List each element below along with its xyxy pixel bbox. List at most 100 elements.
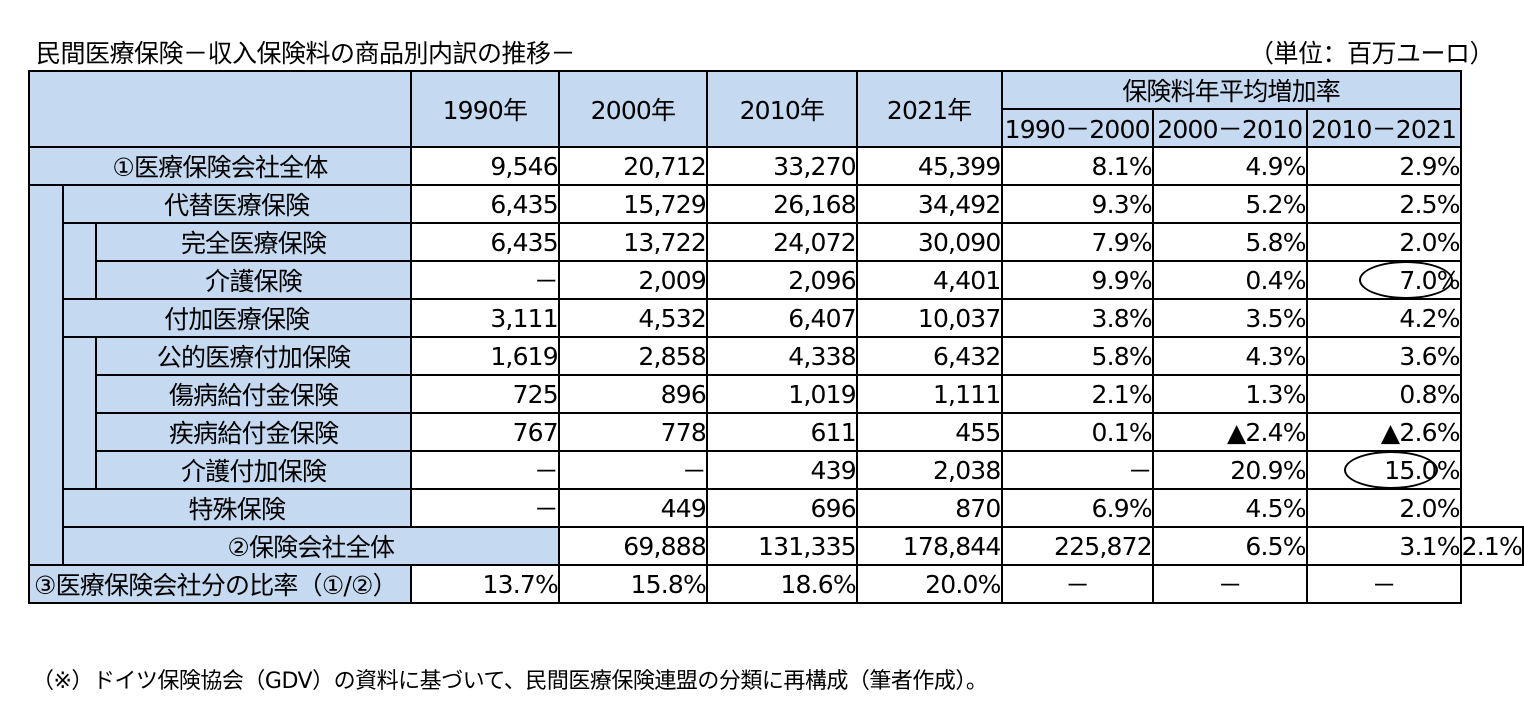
- cell-2021: 870: [855, 488, 1003, 528]
- cell-2021: 6,432: [855, 336, 1003, 376]
- cell-growth-2: 0.4%: [1151, 260, 1308, 300]
- cell-2010: 2,096: [705, 260, 858, 300]
- cell-growth-3: 2.5%: [1305, 184, 1462, 224]
- cell-1990: 767: [409, 412, 560, 452]
- table-row: 代替医療保険 6,435 15,729 26,168 34,492 9.3% 5…: [28, 184, 1523, 566]
- cell-2010: 24,072: [705, 222, 858, 262]
- table-row: 傷病給付金保険 725 896 1,019 1,111 2.1% 1.3% 0.…: [29, 374, 1523, 414]
- cell-2000: 4,532: [557, 298, 708, 338]
- row-label: 傷病給付金保険: [95, 374, 412, 414]
- row-label: 疾病給付金保険: [95, 412, 412, 452]
- cell-growth-3: 15.0%: [1305, 450, 1462, 490]
- cell-growth-3: ▲2.6%: [1305, 412, 1462, 452]
- row-label: 特殊保険: [61, 488, 412, 528]
- header-growth-2010-2021: 2010－2021: [1305, 108, 1462, 148]
- cell-growth-1: 6.5%: [1151, 526, 1308, 566]
- cell-2000: 15.8%: [557, 564, 708, 604]
- cell-2000: 778: [557, 412, 708, 452]
- cell-2010: 6,407: [705, 298, 858, 338]
- cell-growth-3: －: [1305, 564, 1462, 604]
- cell-growth-2: ▲2.4%: [1151, 412, 1308, 452]
- table-row: 特殊保険 － 449 696 870 6.9% 4.5% 2.0%: [29, 488, 1523, 528]
- row-label: 介護付加保険: [95, 450, 412, 490]
- table-row: ①医療保険会社全体 9,546 20,712 33,270 45,399 8.1…: [28, 146, 1523, 186]
- cell-growth-3: 2.0%: [1305, 222, 1462, 262]
- row-label: 付加医療保険: [61, 298, 412, 338]
- cell-growth-2: 3.1%: [1305, 526, 1462, 566]
- cell-1990: 69,888: [557, 526, 708, 566]
- cell-1990: 725: [409, 374, 560, 414]
- cell-growth-3: 3.6%: [1305, 336, 1462, 376]
- cell-2021: 455: [855, 412, 1003, 452]
- cell-2021: 2,038: [855, 450, 1003, 490]
- row-label: ②保険会社全体: [61, 526, 560, 566]
- cell-1990: －: [409, 488, 560, 528]
- cell-2010: 178,844: [855, 526, 1003, 566]
- table-row: ③医療保険会社分の比率（①/②） 13.7% 15.8% 18.6% 20.0%…: [28, 564, 1523, 604]
- cell-1990: 3,111: [409, 298, 560, 338]
- cell-growth-1: －: [1000, 564, 1154, 604]
- cell-2021: 34,492: [855, 184, 1003, 224]
- premium-table: 1990年 2000年 2010年 2021年 保険料年平均増加率 1990－2…: [28, 70, 1524, 604]
- circled-value: 15.0%: [1344, 453, 1460, 487]
- cell-growth-3: 0.8%: [1305, 374, 1462, 414]
- cell-2010: 26,168: [705, 184, 858, 224]
- cell-2000: 2,858: [557, 336, 708, 376]
- circled-value: 7.0%: [1359, 263, 1460, 297]
- table-row: ②保険会社全体 69,888 131,335 178,844 225,872 6…: [29, 526, 1524, 566]
- cell-growth-2: 3.5%: [1151, 298, 1308, 338]
- cell-growth-1: 5.8%: [1000, 336, 1154, 376]
- cell-growth-2: 5.2%: [1151, 184, 1308, 224]
- cell-2021: 225,872: [1000, 526, 1154, 566]
- header-corner: [28, 70, 412, 148]
- indent-block: [28, 185, 64, 566]
- cell-growth-1: 8.1%: [1000, 146, 1154, 186]
- table-row: 介護保険 － 2,009 2,096 4,401 9.9% 0.4% 7.0%: [29, 260, 1523, 300]
- cell-growth-1: 7.9%: [1000, 222, 1154, 262]
- cell-2021: 20.0%: [855, 564, 1003, 604]
- unit-label: （単位：百万ユーロ）: [1248, 39, 1495, 68]
- header-1990: 1990年: [409, 70, 560, 148]
- cell-growth-1: 9.3%: [1000, 184, 1154, 224]
- cell-2021: 1,111: [855, 374, 1003, 414]
- cell-2010: 611: [705, 412, 858, 452]
- cell-1990: 13.7%: [409, 564, 560, 604]
- indent-block: [61, 223, 98, 300]
- table-row: 付加医療保険 3,111 4,532 6,407 10,037 3.8% 3.5…: [29, 298, 1523, 338]
- cell-growth-1: 9.9%: [1000, 260, 1154, 300]
- cell-2000: 449: [557, 488, 708, 528]
- cell-1990: 1,619: [409, 336, 560, 376]
- table-row: 完全医療保険 6,435 13,722 24,072 30,090 7.9% 5…: [29, 222, 1523, 300]
- cell-1990: －: [409, 260, 560, 300]
- cell-2021: 45,399: [855, 146, 1003, 186]
- cell-growth-2: 4.5%: [1151, 488, 1308, 528]
- cell-growth-3: 2.0%: [1305, 488, 1462, 528]
- cell-growth-2: －: [1151, 564, 1308, 604]
- table-title: 民間医療保険－収入保険料の商品別内訳の推移－: [36, 39, 576, 68]
- table-row: 公的医療付加保険 1,619 2,858 4,338 6,432 5.8% 4.…: [29, 336, 1523, 490]
- cell-growth-1: 6.9%: [1000, 488, 1154, 528]
- cell-growth-2: 4.9%: [1151, 146, 1308, 186]
- cell-2000: 131,335: [705, 526, 858, 566]
- header-2010: 2010年: [705, 70, 858, 148]
- cell-1990: －: [409, 450, 560, 490]
- cell-growth-1: 3.8%: [1000, 298, 1154, 338]
- row-label: 代替医療保険: [61, 184, 412, 224]
- cell-2000: 20,712: [557, 146, 708, 186]
- cell-growth-3: 7.0%: [1305, 260, 1462, 300]
- cell-growth-1: 0.1%: [1000, 412, 1154, 452]
- header-growth-2000-2010: 2000－2010: [1151, 108, 1308, 148]
- cell-growth-1: －: [1000, 450, 1154, 490]
- header-2000: 2000年: [557, 70, 708, 148]
- header-growth-1990-2000: 1990－2000: [1000, 108, 1154, 148]
- cell-2010: 18.6%: [705, 564, 858, 604]
- cell-2010: 439: [705, 450, 858, 490]
- cell-2000: 15,729: [557, 184, 708, 224]
- cell-2000: 13,722: [557, 222, 708, 262]
- cell-2010: 4,338: [705, 336, 858, 376]
- cell-2021: 30,090: [855, 222, 1003, 262]
- cell-growth-2: 4.3%: [1151, 336, 1308, 376]
- row-label: 完全医療保険: [95, 222, 412, 262]
- cell-2000: 2,009: [557, 260, 708, 300]
- header-growth-group: 保険料年平均増加率: [1000, 70, 1462, 110]
